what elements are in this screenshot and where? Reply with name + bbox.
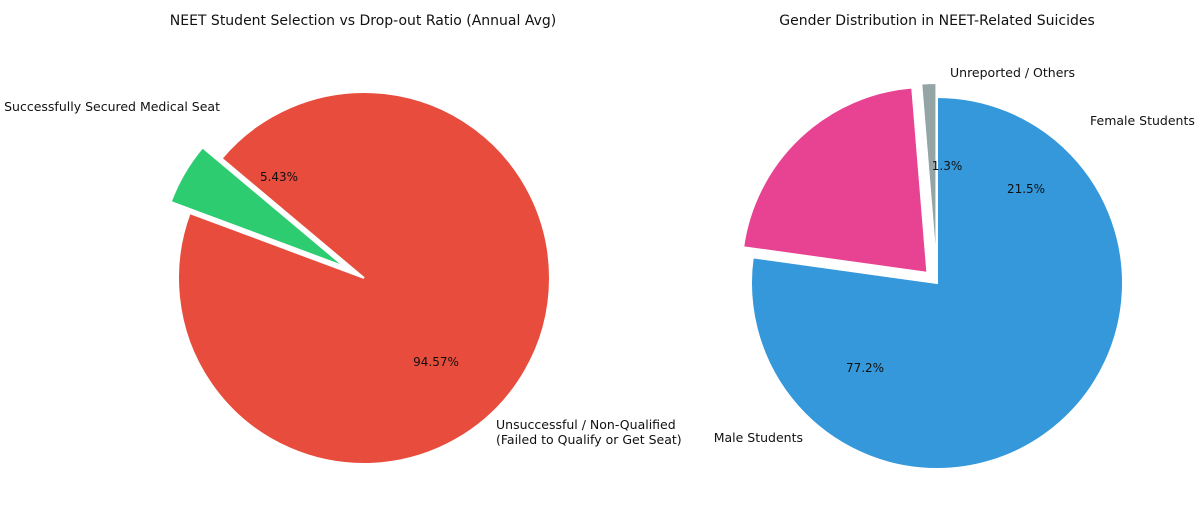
gender-slice-1 <box>742 86 929 274</box>
pie-chart-selection: NEET Student Selection vs Drop-out Ratio… <box>4 13 682 465</box>
selection-slice-0 <box>169 145 346 268</box>
slice-label-unsuccessful-line1: Unsuccessful / Non-Qualified <box>496 417 676 432</box>
slice-pct-secured-seat: 5.43% <box>260 170 298 184</box>
slice-label-male: Male Students <box>714 430 803 445</box>
slice-pct-unsuccessful: 94.57% <box>413 355 459 369</box>
chart-title-gender: Gender Distribution in NEET-Related Suic… <box>779 13 1095 29</box>
gender-slice-0 <box>920 82 938 270</box>
slice-label-unsuccessful-line2: (Failed to Qualify or Get Seat) <box>496 432 682 447</box>
chart-title-selection: NEET Student Selection vs Drop-out Ratio… <box>170 13 556 29</box>
pie-chart-gender: Gender Distribution in NEET-Related Suic… <box>714 13 1195 470</box>
gender-slice-2 <box>750 95 1124 470</box>
slice-label-unreported: Unreported / Others <box>950 65 1075 80</box>
selection-slice-1 <box>177 91 551 465</box>
slice-label-secured-seat: Successfully Secured Medical Seat <box>4 99 220 114</box>
slice-pct-female: 21.5% <box>1007 182 1045 196</box>
slice-pct-unreported: 1.3% <box>932 159 963 173</box>
slice-pct-male: 77.2% <box>846 361 884 375</box>
slice-label-female: Female Students <box>1090 113 1195 128</box>
